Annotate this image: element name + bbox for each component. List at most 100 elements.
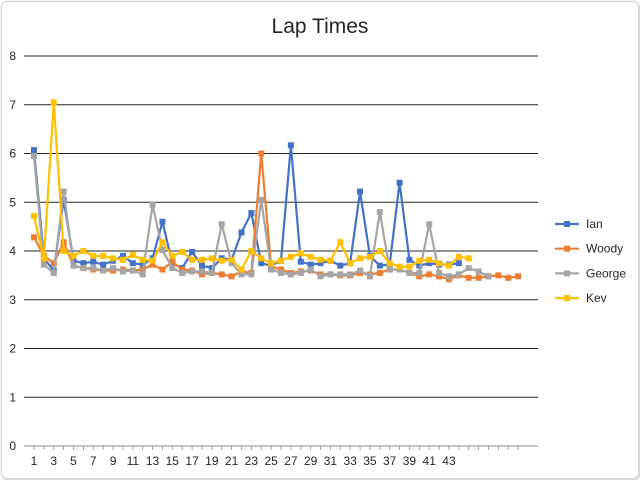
legend: Ian Woody George Kev: [555, 217, 626, 305]
data-point: [218, 271, 225, 278]
data-point: [228, 273, 235, 280]
data-point: [357, 267, 364, 274]
data-point: [396, 179, 403, 186]
y-tick-label: 4: [9, 244, 16, 258]
x-tick-label: 1: [31, 454, 38, 468]
data-point: [406, 269, 413, 276]
data-point: [189, 268, 196, 275]
data-point: [287, 253, 294, 260]
data-point: [149, 257, 156, 264]
data-point: [436, 269, 443, 276]
data-point: [436, 273, 443, 280]
data-point: [149, 261, 156, 268]
legend-swatch-marker: [564, 295, 570, 302]
y-tick-label: 3: [9, 293, 16, 307]
data-point: [297, 269, 304, 276]
x-tick-label: 17: [185, 454, 199, 468]
data-point: [248, 248, 255, 254]
y-tick-label: 0: [9, 439, 16, 453]
data-point: [179, 248, 186, 255]
data-point: [129, 267, 136, 274]
data-point: [268, 260, 275, 267]
x-tick-label: 13: [146, 454, 160, 468]
data-point: [317, 256, 324, 263]
data-point: [445, 273, 452, 280]
series-kev: [31, 99, 472, 273]
data-point: [278, 269, 284, 276]
data-point: [159, 266, 166, 273]
data-point: [129, 260, 136, 267]
x-tick-label: 7: [90, 454, 97, 468]
x-tick-label: 33: [343, 454, 357, 468]
legend-label: George: [586, 266, 626, 280]
data-point: [228, 256, 235, 263]
data-point: [297, 250, 304, 257]
data-point: [80, 248, 87, 254]
data-point: [198, 268, 205, 275]
data-point: [110, 255, 117, 262]
data-point: [31, 152, 37, 159]
data-point: [139, 271, 146, 278]
y-tick-label: 6: [9, 147, 16, 161]
data-point: [258, 196, 265, 203]
legend-swatch-marker: [564, 221, 570, 227]
data-point: [149, 201, 156, 208]
data-point: [40, 261, 47, 268]
data-point: [406, 263, 413, 270]
gridlines: [24, 55, 538, 447]
legend-item: George: [555, 266, 626, 280]
data-point: [50, 99, 57, 106]
data-point: [317, 273, 324, 280]
data-point: [169, 258, 176, 265]
data-point: [169, 265, 176, 272]
data-point: [248, 271, 255, 278]
data-point: [238, 271, 245, 278]
data-point: [119, 256, 126, 263]
legend-item: Woody: [555, 242, 623, 256]
data-point: [327, 271, 334, 278]
data-point: [90, 252, 97, 259]
data-point: [376, 248, 383, 254]
data-point: [386, 266, 393, 273]
x-tick-label: 3: [50, 454, 57, 468]
data-point: [347, 271, 354, 278]
data-point: [465, 265, 472, 272]
series-line: [32, 144, 460, 272]
data-point: [426, 271, 433, 278]
data-point: [248, 209, 255, 216]
data-point: [100, 261, 107, 268]
data-point: [159, 218, 166, 225]
x-tick-label: 5: [70, 454, 77, 468]
data-point: [60, 188, 67, 195]
data-point: [50, 269, 57, 276]
y-tick-label: 7: [9, 98, 16, 112]
data-point: [119, 252, 126, 259]
data-point: [129, 251, 136, 258]
data-point: [317, 260, 324, 267]
data-point: [505, 274, 512, 281]
data-point: [228, 260, 235, 267]
data-point: [376, 262, 383, 269]
data-point: [436, 260, 443, 267]
data-point: [278, 266, 284, 273]
data-point: [416, 269, 423, 276]
data-point: [198, 256, 205, 263]
legend-label: Kev: [586, 291, 607, 305]
data-point: [189, 248, 196, 255]
data-point: [465, 255, 472, 262]
data-point: [80, 265, 87, 272]
x-tick-label: 19: [205, 454, 219, 468]
data-point: [179, 269, 186, 276]
legend-item: Kev: [555, 291, 607, 305]
data-point: [455, 271, 462, 278]
x-axis: 1 3 5 7 9 11 13 15 17 19 21 23 25 27 29 31 33 35 37 39 41 43: [31, 446, 519, 468]
data-point: [426, 221, 433, 228]
data-point: [90, 258, 97, 265]
data-point: [278, 257, 284, 264]
data-point: [90, 265, 97, 272]
y-tick-label: 2: [9, 342, 16, 356]
x-tick-label: 9: [110, 454, 117, 468]
y-tick-label: 8: [9, 49, 16, 63]
data-point: [515, 273, 522, 280]
